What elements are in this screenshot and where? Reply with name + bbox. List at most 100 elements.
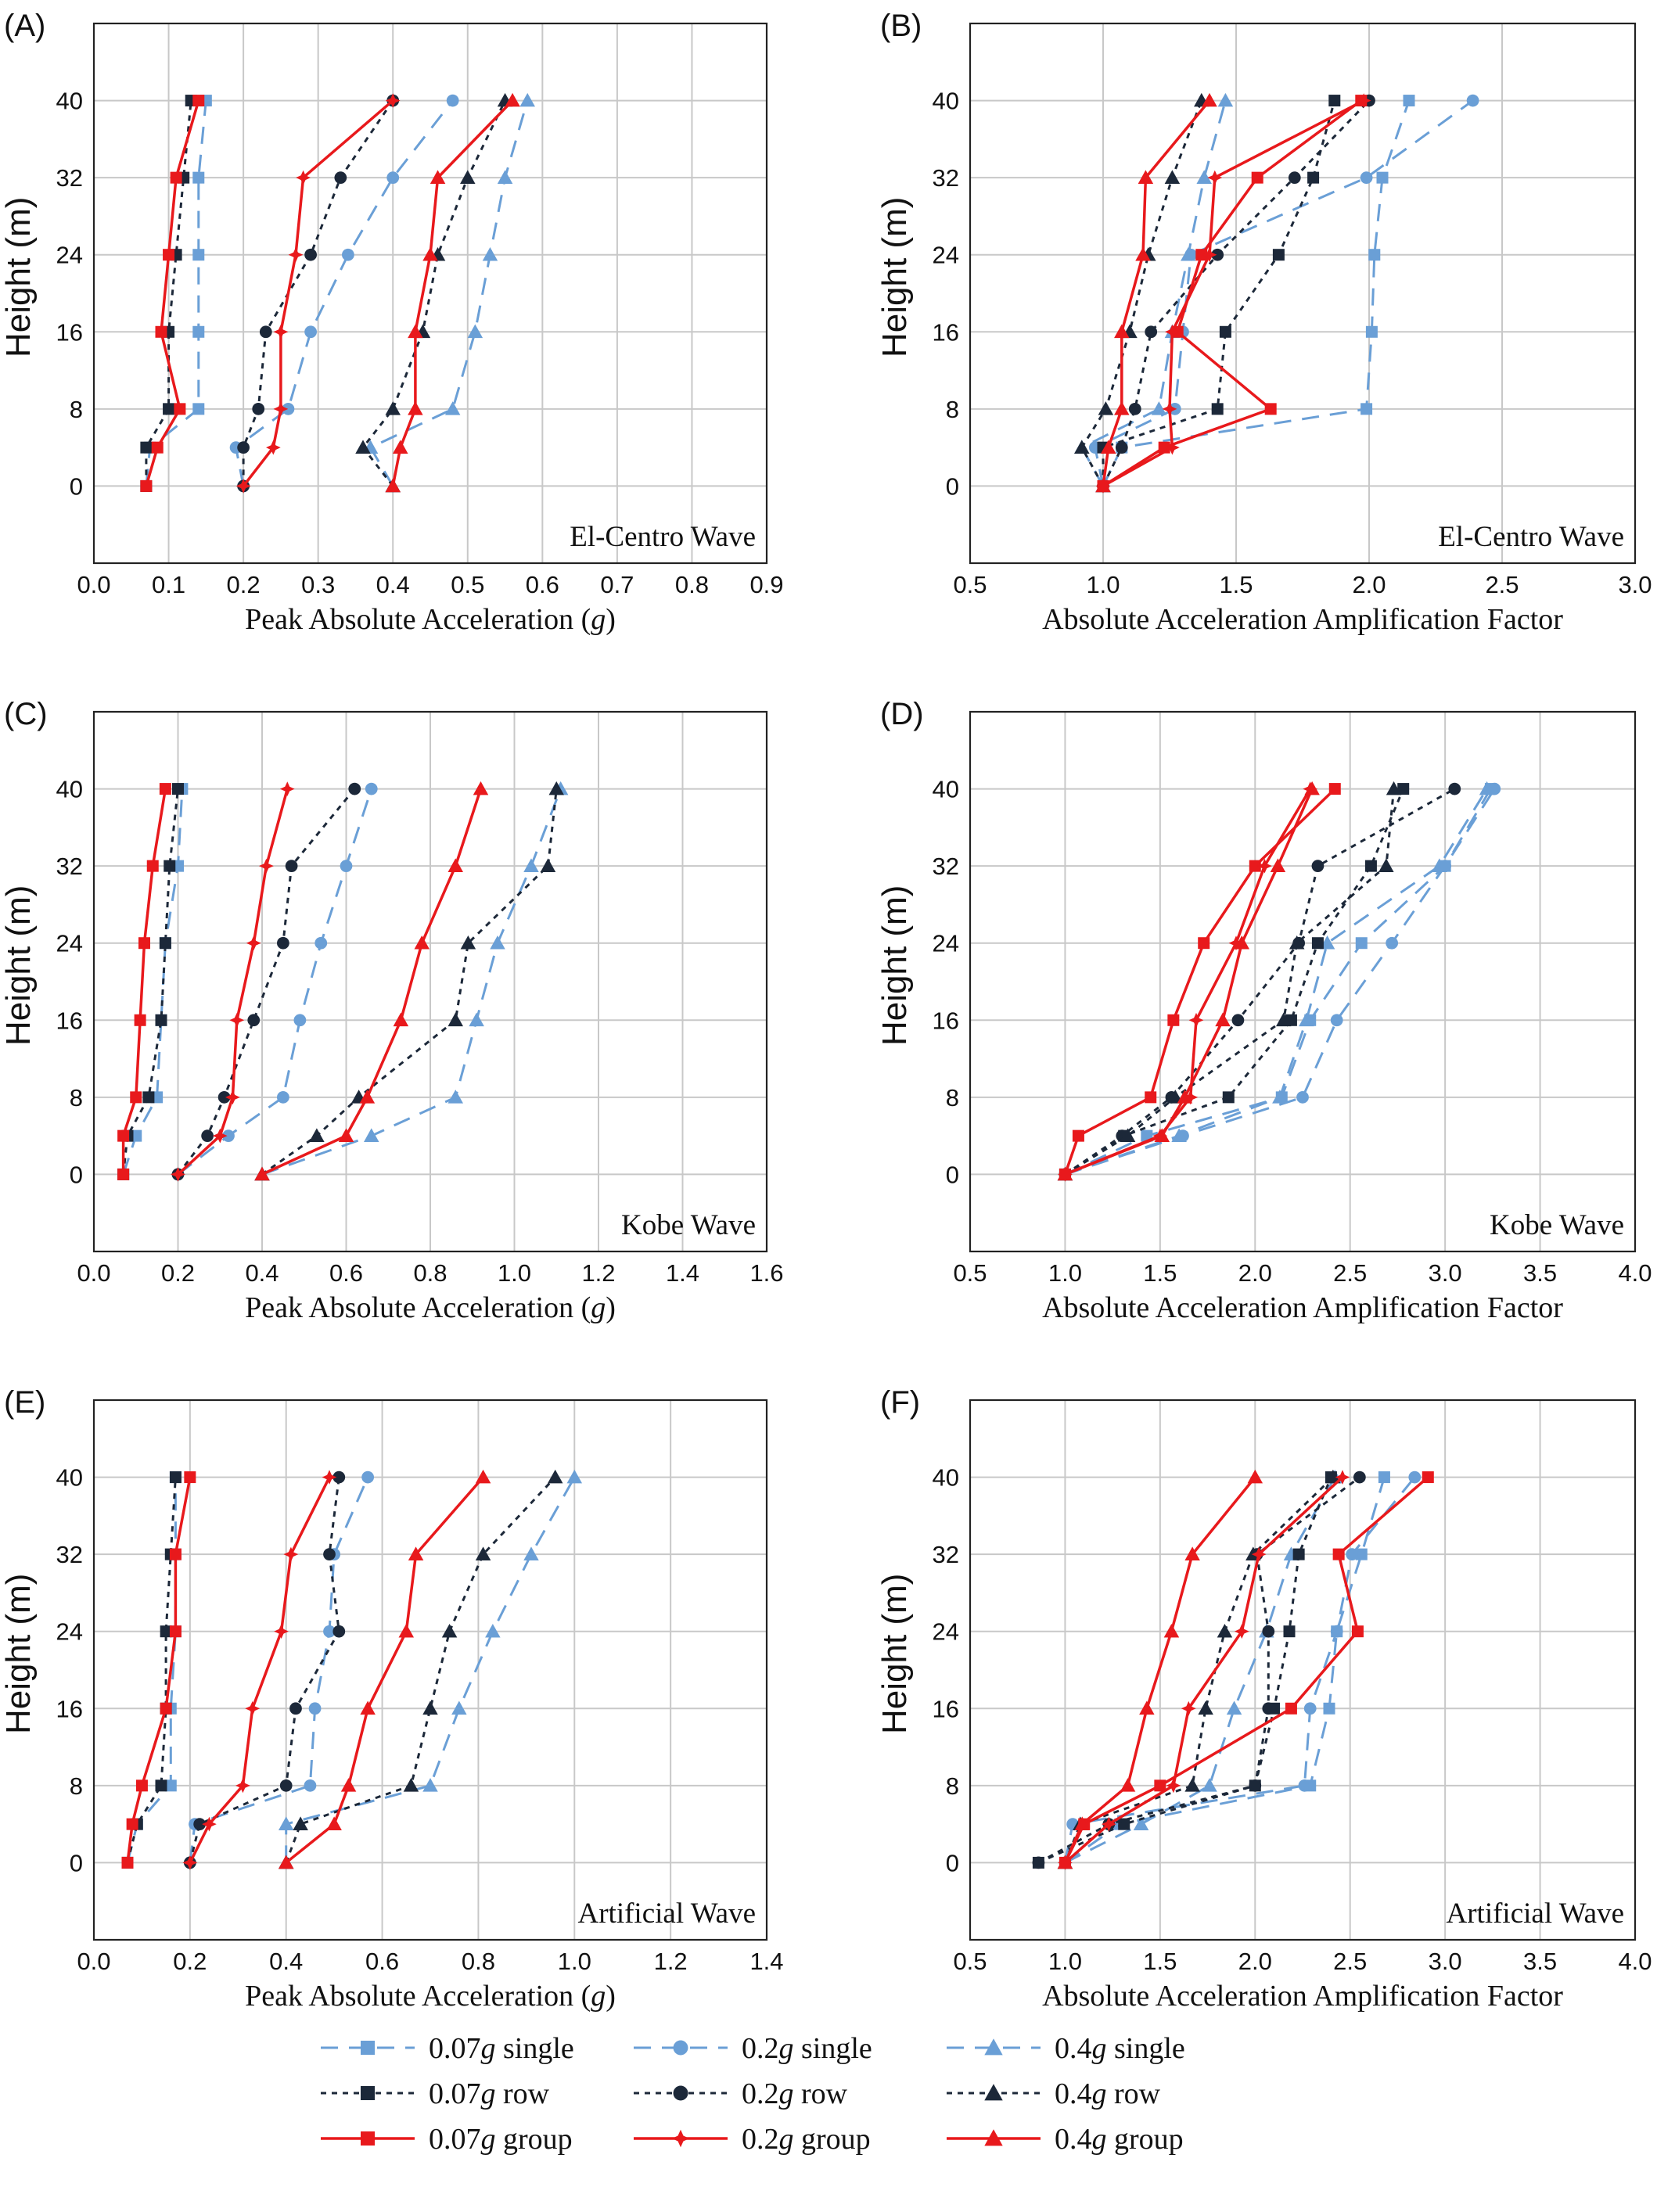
data-point-s04	[1181, 246, 1196, 261]
legend-label-unit: g	[481, 2123, 496, 2156]
data-point-g04	[1154, 1128, 1170, 1142]
x-tick-label: 3.5	[1523, 1259, 1557, 1287]
data-point-g02	[245, 1700, 261, 1716]
data-point-g007	[1285, 1702, 1297, 1715]
data-point-r04	[460, 935, 476, 950]
legend-label-type: row	[1107, 2077, 1161, 2110]
data-point-r007	[1292, 1548, 1305, 1560]
data-point-g04	[1184, 1546, 1200, 1560]
legend-label-value: 0.07	[429, 2123, 481, 2156]
series-r007	[1032, 1471, 1337, 1869]
x-tick-label: 0.5	[953, 571, 987, 598]
x-tick-label: 1.6	[749, 1259, 783, 1287]
x-axis-title-unit: g	[591, 1980, 606, 2013]
series-s007	[1097, 95, 1415, 492]
data-point-g04	[505, 92, 520, 107]
data-point-g04	[1163, 1623, 1180, 1638]
data-point-s007	[192, 171, 205, 184]
y-tick-label: 0	[70, 1161, 83, 1188]
data-point-g007	[117, 1168, 130, 1180]
data-point-g02	[171, 1167, 185, 1182]
data-point-g04	[1074, 1816, 1091, 1830]
legend-label-unit: g	[1092, 2123, 1107, 2156]
data-point-r04	[460, 170, 476, 184]
data-point-s02	[308, 1702, 322, 1715]
chart-panel-c: 0.0 0.2 0.4 0.6 0.8 1.0 1.2 1.4 1.6 0 8 16 24 32 40 (C)…	[0, 697, 784, 1324]
x-tick-label: 0.0	[77, 1948, 110, 1975]
data-point-s04	[422, 1778, 438, 1792]
data-point-s02	[1330, 1625, 1343, 1638]
x-tick-label: 0.4	[245, 1259, 279, 1287]
data-point-g007	[1422, 1471, 1434, 1484]
data-point-s02	[304, 325, 317, 339]
x-tick-label: 1.4	[749, 1948, 783, 1975]
x-tick-label: 0.2	[227, 571, 261, 598]
data-point-r02	[1311, 860, 1325, 873]
x-axis-title: Peak Absolute Acceleration (g)	[245, 603, 616, 636]
data-point-g04	[430, 170, 446, 184]
legend-item-g04: 0.4g group	[947, 2123, 1184, 2156]
y-tick-label: 0	[946, 1849, 959, 1876]
data-point-r02	[193, 1818, 207, 1831]
legend-label-value: 0.2	[742, 2032, 779, 2065]
data-point-g007	[130, 1091, 142, 1104]
x-tick-label: 0.2	[173, 1948, 207, 1975]
series-line-g04	[285, 1476, 484, 1864]
x-tick-label: 1.5	[1143, 1259, 1177, 1287]
x-axis-title-end: )	[606, 1980, 616, 2013]
x-tick-label: 2.0	[1352, 571, 1386, 598]
data-point-g007	[151, 441, 164, 454]
x-tick-label: 0.3	[301, 571, 335, 598]
data-point-g04	[359, 1090, 376, 1104]
legend-marker	[984, 2084, 1003, 2101]
legend-label-value: 0.4	[1055, 2123, 1092, 2156]
series-line-r02	[177, 788, 356, 1176]
x-tick-label: 2.0	[1238, 1948, 1272, 1975]
data-point-s007	[1323, 1702, 1335, 1715]
data-point-g04	[408, 1546, 424, 1560]
series-line-s02	[1064, 788, 1496, 1176]
y-tick-label: 0	[70, 1849, 83, 1876]
x-tick-label: 4.0	[1618, 1259, 1652, 1287]
data-point-s04	[1479, 781, 1495, 795]
data-point-s04	[278, 1816, 294, 1830]
y-tick-label: 8	[70, 1772, 83, 1800]
data-point-r007	[155, 1779, 167, 1792]
data-point-g02	[1188, 1012, 1204, 1028]
series-line-s007	[145, 100, 207, 487]
legend-item-r04: 0.4g row	[947, 2077, 1161, 2110]
data-point-s02	[365, 782, 378, 795]
series-line-r007	[126, 1477, 177, 1863]
data-point-g04	[340, 1778, 357, 1792]
data-point-g02	[1207, 170, 1223, 185]
data-point-r007	[155, 1014, 167, 1026]
y-tick-label: 8	[70, 396, 83, 423]
series-g007	[117, 783, 171, 1180]
data-point-g007	[170, 171, 182, 184]
data-point-g007	[169, 1548, 182, 1560]
data-point-g02	[1181, 1700, 1196, 1716]
data-point-r02	[1262, 1625, 1275, 1638]
series-g007	[140, 95, 205, 492]
data-point-r04	[1120, 1128, 1136, 1142]
data-point-s04	[451, 1700, 467, 1715]
data-point-s02	[446, 94, 459, 107]
data-point-g007	[1198, 937, 1210, 950]
data-point-r02	[217, 1090, 231, 1104]
y-axis-title: Height (m)	[0, 1574, 38, 1734]
data-point-s007	[1376, 171, 1389, 184]
chart-panel-e: 0.0 0.2 0.4 0.6 0.8 1.0 1.2 1.4 0 8 16 24 32 40 (E) Hei…	[0, 1385, 784, 2013]
data-point-s04	[1217, 92, 1234, 107]
x-axis-title: Peak Absolute Acceleration (g)	[245, 1291, 616, 1324]
series-line-g02	[177, 788, 289, 1176]
series-g04	[278, 1469, 491, 1869]
x-tick-label: 0.0	[77, 1259, 110, 1287]
data-point-g007	[135, 1779, 148, 1792]
x-tick-label: 1.0	[558, 1948, 591, 1975]
y-axis-title: Height (m)	[875, 197, 914, 357]
series-line-r04	[261, 788, 558, 1176]
panel-label: (B)	[880, 9, 922, 43]
data-point-r007	[1364, 860, 1377, 872]
data-point-s04	[519, 92, 535, 107]
x-axis-title-main: Peak Absolute Acceleration (	[245, 603, 591, 636]
